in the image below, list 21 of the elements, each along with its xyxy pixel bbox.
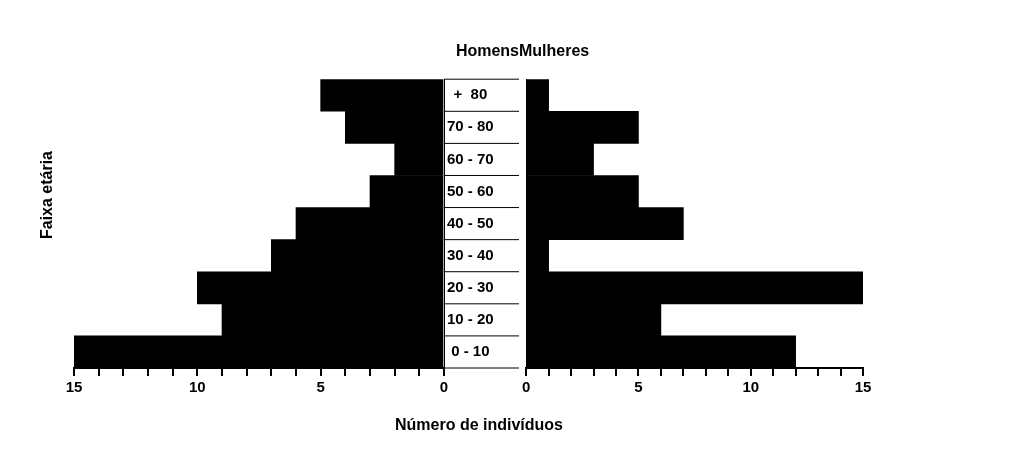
text: Homens — [455, 42, 520, 60]
y-tick-label: 50 - 60 — [447, 181, 494, 199]
y-axis-title: Faixa etária — [38, 150, 56, 240]
y-tick-label: 0 - 10 — [451, 342, 490, 360]
x-axis-title: Número de indivíduos — [394, 416, 564, 434]
y-tick-label: 10 - 20 — [447, 310, 494, 328]
x-tick-label: 5 — [634, 378, 643, 396]
y-tick-label: + 80 — [453, 85, 488, 103]
y-tick-label: 70 - 80 — [447, 117, 494, 135]
y-tick-label: 40 - 50 — [447, 213, 494, 231]
x-tick-label: 0 — [522, 378, 531, 396]
y-tick-label: 60 - 70 — [447, 149, 494, 167]
x-tick-label: 10 — [188, 378, 206, 396]
x-tick-label: 10 — [742, 378, 760, 396]
x-tick-label: 15 — [854, 378, 872, 396]
x-tick-label: 0 — [439, 378, 449, 396]
x-tick-label: 15 — [65, 378, 83, 396]
y-tick-label: 30 - 40 — [447, 245, 494, 263]
chart-title: Mulheres — [519, 42, 590, 60]
x-tick-label: 5 — [316, 378, 325, 396]
y-tick-label: 20 - 30 — [447, 277, 494, 295]
